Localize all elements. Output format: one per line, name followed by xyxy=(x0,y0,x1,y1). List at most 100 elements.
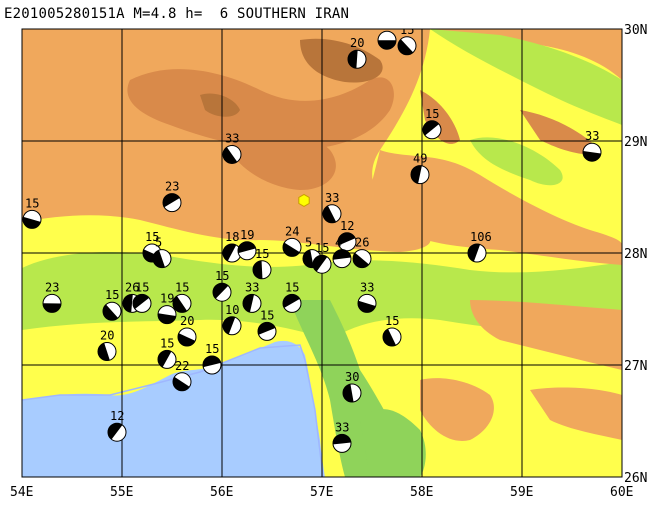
beachball-marker[interactable]: 23 xyxy=(162,180,182,213)
beachball-marker[interactable]: 15 xyxy=(377,17,397,50)
depth-label: 4 xyxy=(335,236,342,250)
beachball-marker[interactable]: 15 xyxy=(257,308,277,341)
depth-label: 5 xyxy=(305,236,312,250)
beachball-marker[interactable]: 15 xyxy=(202,342,222,375)
beachball-marker[interactable]: 20 xyxy=(347,36,367,69)
beachball-marker[interactable]: 19 xyxy=(157,292,177,325)
beachball-compression xyxy=(133,294,150,309)
beachball-compression xyxy=(397,39,414,55)
beachball-compression xyxy=(23,216,41,229)
beachball-marker[interactable]: 20 xyxy=(97,329,117,362)
beachball-marker[interactable]: 18 xyxy=(222,230,242,263)
beachball-marker[interactable]: 33 xyxy=(242,280,262,313)
beachball-marker[interactable]: 33 xyxy=(322,191,342,224)
beachball-compression xyxy=(313,255,328,272)
beachball-marker[interactable]: 33 xyxy=(357,280,377,313)
beachball-marker[interactable]: 106 xyxy=(467,230,492,263)
beachball-marker[interactable]: 33 xyxy=(222,131,242,164)
beachball-compression xyxy=(323,205,337,223)
beachball-marker[interactable]: 15 xyxy=(312,241,332,274)
lat-label: 27N xyxy=(624,359,647,374)
lon-label: 58E xyxy=(410,485,433,500)
beachball-compression xyxy=(163,193,180,208)
beachball-marker[interactable]: 26 xyxy=(352,236,372,269)
beachball-marker[interactable]: 30 xyxy=(342,370,362,403)
map-title: E201005280151A M=4.8 h= 6 SOUTHERN IRAN xyxy=(4,6,350,22)
beachball-compression xyxy=(333,434,351,445)
depth-label: 20 xyxy=(180,314,194,328)
beachball-marker[interactable]: 12 xyxy=(337,219,357,252)
depth-label: 24 xyxy=(285,224,299,238)
beachball-compression xyxy=(333,249,351,260)
beachball-marker[interactable]: 4 xyxy=(332,236,352,269)
depth-label: 15 xyxy=(135,280,149,294)
depth-label: 15 xyxy=(400,23,414,37)
beachball-marker[interactable]: 12 xyxy=(107,409,127,442)
beachball-marker[interactable]: 15 xyxy=(252,247,272,280)
lat-label: 29N xyxy=(624,135,647,150)
depth-label: 15 xyxy=(160,336,174,350)
beachball-compression xyxy=(223,244,237,261)
beachball-marker[interactable]: 19 xyxy=(237,228,257,261)
depth-label: 15 xyxy=(255,247,269,261)
depth-label: 106 xyxy=(470,230,492,244)
depth-label: 15 xyxy=(25,196,39,210)
beachball-marker[interactable]: 5 xyxy=(152,236,172,269)
beachball-compression xyxy=(213,283,229,299)
beachball-compression xyxy=(352,252,369,268)
beachball-marker[interactable]: 22 xyxy=(172,359,192,392)
beachball-marker[interactable]: 15 xyxy=(282,280,302,313)
beachball-compression xyxy=(158,350,172,368)
beachball-compression xyxy=(223,316,236,335)
beachball-compression xyxy=(283,242,300,257)
beachball-compression xyxy=(178,333,196,346)
depth-label: 33 xyxy=(360,280,374,294)
beachball-marker[interactable]: 49 xyxy=(410,152,430,185)
beachball-compression xyxy=(223,147,238,164)
lat-label: 30N xyxy=(624,23,647,38)
beachball-compression xyxy=(103,304,119,321)
beachball-marker[interactable]: 5 xyxy=(302,236,322,269)
beachball-marker[interactable]: 15 xyxy=(397,23,417,56)
depth-label: 30 xyxy=(345,370,359,384)
depth-label: 15 xyxy=(175,280,189,294)
beachball-marker[interactable]: 15 xyxy=(102,288,122,321)
beachball-compression xyxy=(98,343,110,361)
beachball-marker[interactable]: 33 xyxy=(332,420,352,453)
beachball-compression xyxy=(123,294,133,313)
beachball-compression xyxy=(423,120,439,136)
depth-label: 23 xyxy=(165,180,179,194)
beachball-marker[interactable]: 15 xyxy=(157,336,177,369)
depth-label: 15 xyxy=(425,107,439,121)
hexagon-icon[interactable] xyxy=(298,193,310,207)
lon-label: 60E xyxy=(610,485,633,500)
depth-label: 22 xyxy=(175,359,189,373)
beachball-marker[interactable]: 15 xyxy=(22,196,42,229)
depth-label: 33 xyxy=(245,280,259,294)
beachball-marker[interactable]: 33 xyxy=(582,129,602,162)
beachball-compression xyxy=(172,295,188,313)
lon-label: 59E xyxy=(510,485,533,500)
beachball-marker[interactable]: 15 xyxy=(422,107,442,140)
map-frame xyxy=(21,28,623,478)
beachball-marker[interactable]: 15 xyxy=(172,280,192,313)
beachball-compression xyxy=(411,165,422,184)
depth-label: 19 xyxy=(160,292,174,306)
beachball-compression xyxy=(348,50,358,69)
beachball-marker[interactable]: 15 xyxy=(132,280,152,313)
beachball-compression xyxy=(378,40,396,50)
beachball-marker[interactable]: 20 xyxy=(177,314,197,347)
depth-label: 23 xyxy=(45,280,59,294)
depth-label: 15 xyxy=(105,288,119,302)
depth-label: 15 xyxy=(385,314,399,328)
lon-label: 55E xyxy=(110,485,133,500)
graticule xyxy=(22,29,622,477)
beachball-marker[interactable]: 10 xyxy=(222,303,242,336)
beachball-marker[interactable]: 24 xyxy=(282,224,302,257)
depth-label: 33 xyxy=(585,129,599,143)
beachball-marker[interactable]: 23 xyxy=(42,280,62,313)
beachball-compression xyxy=(108,423,123,440)
beachball-marker[interactable]: 15 xyxy=(382,314,402,347)
beachball-marker[interactable]: 15 xyxy=(212,269,232,302)
